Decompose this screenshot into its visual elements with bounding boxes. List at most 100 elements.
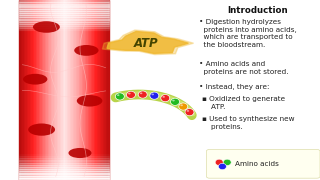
Text: • Digestion hydrolyzes
  proteins into amino acids,
  which are transported to
 : • Digestion hydrolyzes proteins into ami… (199, 19, 297, 48)
Bar (51, 0, 53, 180)
FancyBboxPatch shape (206, 149, 320, 178)
Ellipse shape (33, 21, 60, 33)
Bar (19, 19, 109, 22)
Bar (75, 0, 76, 180)
Bar (58, 0, 60, 180)
Bar (100, 0, 102, 180)
Text: Amino acids: Amino acids (235, 161, 279, 167)
Bar (94, 0, 96, 180)
Bar (80, 0, 83, 180)
Ellipse shape (68, 148, 92, 158)
Bar (67, 0, 69, 180)
Ellipse shape (187, 110, 189, 112)
Ellipse shape (117, 94, 119, 96)
Ellipse shape (161, 94, 170, 102)
Bar (33, 0, 35, 180)
Text: Introduction: Introduction (227, 6, 288, 15)
Bar (86, 0, 89, 180)
Bar (37, 0, 39, 180)
Bar (48, 0, 50, 180)
Bar (88, 0, 90, 180)
Ellipse shape (126, 91, 135, 98)
Bar (19, 167, 109, 169)
Bar (106, 0, 108, 180)
Bar (104, 0, 107, 180)
Bar (19, 158, 109, 161)
Ellipse shape (179, 103, 188, 110)
Bar (19, 0, 21, 180)
Bar (24, 0, 26, 180)
Bar (19, 2, 109, 4)
Bar (19, 22, 109, 24)
Bar (57, 0, 59, 180)
Bar (55, 0, 57, 180)
Text: • Instead, they are:: • Instead, they are: (199, 84, 269, 90)
Bar (101, 0, 103, 180)
Ellipse shape (74, 45, 99, 56)
Bar (66, 0, 68, 180)
Bar (40, 0, 42, 180)
Bar (34, 0, 36, 180)
Bar (21, 0, 23, 180)
Ellipse shape (128, 93, 131, 94)
Bar (19, 176, 109, 178)
Bar (19, 0, 109, 2)
Bar (64, 0, 66, 180)
Text: ▪ Used to synthesize new
    proteins.: ▪ Used to synthesize new proteins. (202, 116, 295, 130)
Ellipse shape (23, 74, 47, 85)
Bar (19, 24, 109, 26)
Bar (91, 0, 93, 180)
Bar (27, 0, 29, 180)
Bar (30, 0, 32, 180)
Bar (71, 0, 74, 180)
Ellipse shape (180, 104, 183, 106)
Ellipse shape (115, 93, 124, 100)
Bar (19, 2, 109, 4)
Bar (19, 17, 109, 20)
Polygon shape (107, 31, 188, 53)
Bar (19, 26, 109, 28)
Bar (19, 4, 109, 7)
Bar (79, 0, 81, 180)
Bar (77, 0, 80, 180)
Text: ▪ Oxidized to generate
    ATP.: ▪ Oxidized to generate ATP. (202, 96, 285, 110)
Text: • Amino acids and
  proteins are not stored.: • Amino acids and proteins are not store… (199, 61, 289, 75)
Bar (68, 0, 71, 180)
Bar (53, 0, 56, 180)
Bar (19, 165, 109, 167)
Polygon shape (102, 30, 194, 55)
Bar (19, 13, 109, 15)
Bar (19, 19, 109, 22)
Bar (49, 0, 51, 180)
Bar (19, 17, 109, 20)
Bar (19, 173, 109, 176)
Ellipse shape (162, 96, 165, 98)
Bar (19, 6, 109, 9)
Bar (19, 171, 109, 174)
Bar (19, 11, 109, 13)
Bar (61, 0, 63, 180)
Bar (25, 0, 27, 180)
Bar (28, 0, 30, 180)
Ellipse shape (215, 159, 223, 166)
Bar (19, 0, 109, 2)
Bar (19, 9, 109, 11)
Bar (19, 26, 109, 28)
Bar (107, 0, 109, 180)
Bar (76, 0, 78, 180)
Bar (19, 22, 109, 24)
Bar (43, 0, 45, 180)
Bar (84, 0, 85, 180)
Bar (36, 0, 38, 180)
Ellipse shape (138, 91, 147, 98)
Bar (19, 163, 109, 165)
Bar (89, 0, 92, 180)
Ellipse shape (223, 159, 231, 166)
Bar (97, 0, 99, 180)
Bar (73, 0, 75, 180)
Bar (19, 15, 109, 17)
Ellipse shape (77, 95, 102, 107)
Bar (19, 24, 109, 26)
Bar (42, 0, 44, 180)
Bar (52, 0, 54, 180)
